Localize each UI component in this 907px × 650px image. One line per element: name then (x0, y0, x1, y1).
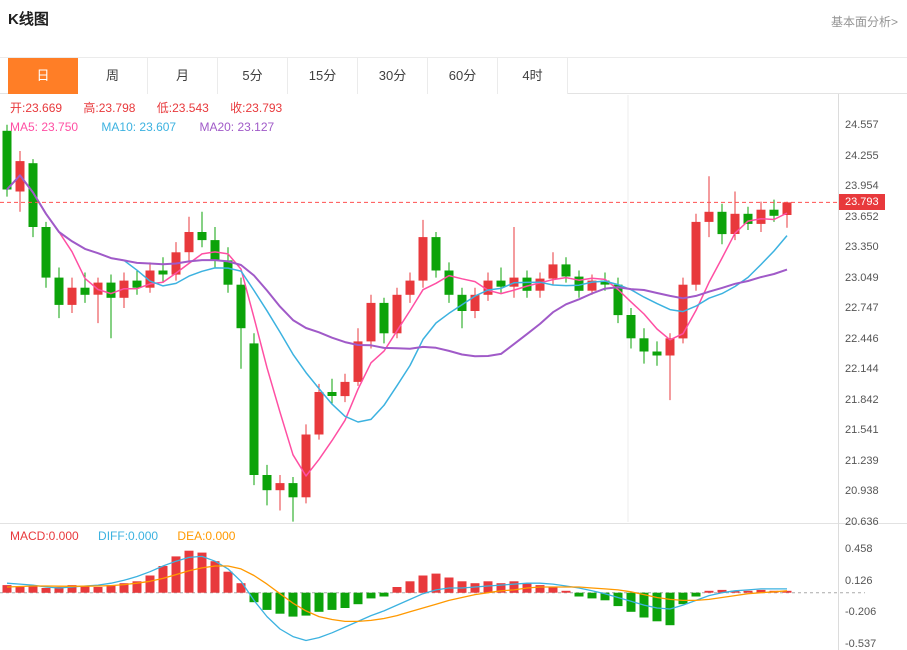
ma5-line (6, 174, 788, 477)
diff-line (6, 555, 787, 642)
tab-5min[interactable]: 5分 (218, 58, 288, 94)
price-axis-label: 24.255 (845, 149, 879, 162)
price-axis-label: 23.652 (845, 210, 879, 223)
fundamental-analysis-link[interactable]: 基本面分析> (830, 15, 898, 29)
macd-axis-label: -0.537 (845, 638, 877, 650)
ma-legend: MA5: 23.750 MA10: 23.607 MA20: 23.127 (10, 120, 294, 134)
diff-value: DIFF:0.000 (98, 529, 159, 543)
ma5-value: MA5: 23.750 (10, 120, 79, 134)
price-axis-label: 23.049 (845, 271, 879, 284)
price-axis-label: 21.541 (845, 424, 879, 437)
dea-value: DEA:0.000 (177, 529, 236, 543)
last-price-tag: 23.793 (839, 194, 885, 211)
macd-histogram-layer (2, 550, 792, 626)
page-title: K线图 (8, 11, 49, 28)
tab-weekly[interactable]: 周 (78, 58, 148, 94)
open-value: 开:23.669 (10, 101, 63, 115)
candles-layer (2, 124, 792, 522)
price-axis-label: 20.938 (845, 485, 879, 498)
dea-line (6, 565, 788, 623)
macd-axis-label: 0.458 (845, 543, 873, 555)
ohlc-legend: 开:23.669 高:23.798 低:23.543 收:23.793 (10, 99, 300, 116)
low-value: 低:23.543 (156, 101, 209, 115)
price-axis-label: 21.842 (845, 393, 879, 406)
high-value: 高:23.798 (83, 101, 136, 115)
tab-daily[interactable]: 日 (8, 58, 78, 94)
price-axis-label: 20.636 (845, 516, 879, 528)
ma20-line (6, 174, 788, 358)
ma10-value: MA10: 23.607 (101, 120, 177, 134)
pane-divider (0, 523, 907, 524)
tab-30min[interactable]: 30分 (358, 58, 428, 94)
tab-60min[interactable]: 60分 (428, 58, 498, 94)
close-value: 收:23.793 (230, 101, 283, 115)
macd-value: MACD:0.000 (10, 529, 79, 543)
tab-15min[interactable]: 15分 (288, 58, 358, 94)
ma10-line (6, 174, 788, 423)
tab-monthly[interactable]: 月 (148, 58, 218, 94)
macd-legend: MACD:0.000 DIFF:0.000 DEA:0.000 (10, 529, 251, 543)
period-tabs: 日 周 月 5分 15分 30分 60分 4时 (0, 57, 907, 94)
price-axis-label: 22.446 (845, 332, 879, 345)
macd-axis-label: -0.206 (845, 606, 877, 619)
axis-border-line (838, 94, 839, 650)
ma20-value: MA20: 23.127 (199, 120, 275, 134)
price-axis-label: 21.239 (845, 454, 879, 467)
price-axis-label: 23.350 (845, 241, 879, 254)
macd-axis-label: 0.126 (845, 574, 873, 587)
tab-4hour[interactable]: 4时 (498, 58, 568, 94)
price-axis-label: 22.747 (845, 302, 879, 315)
price-axis-label: 22.144 (845, 363, 879, 376)
price-axis-label: 23.954 (845, 180, 879, 193)
price-axis-label: 24.557 (845, 119, 879, 131)
